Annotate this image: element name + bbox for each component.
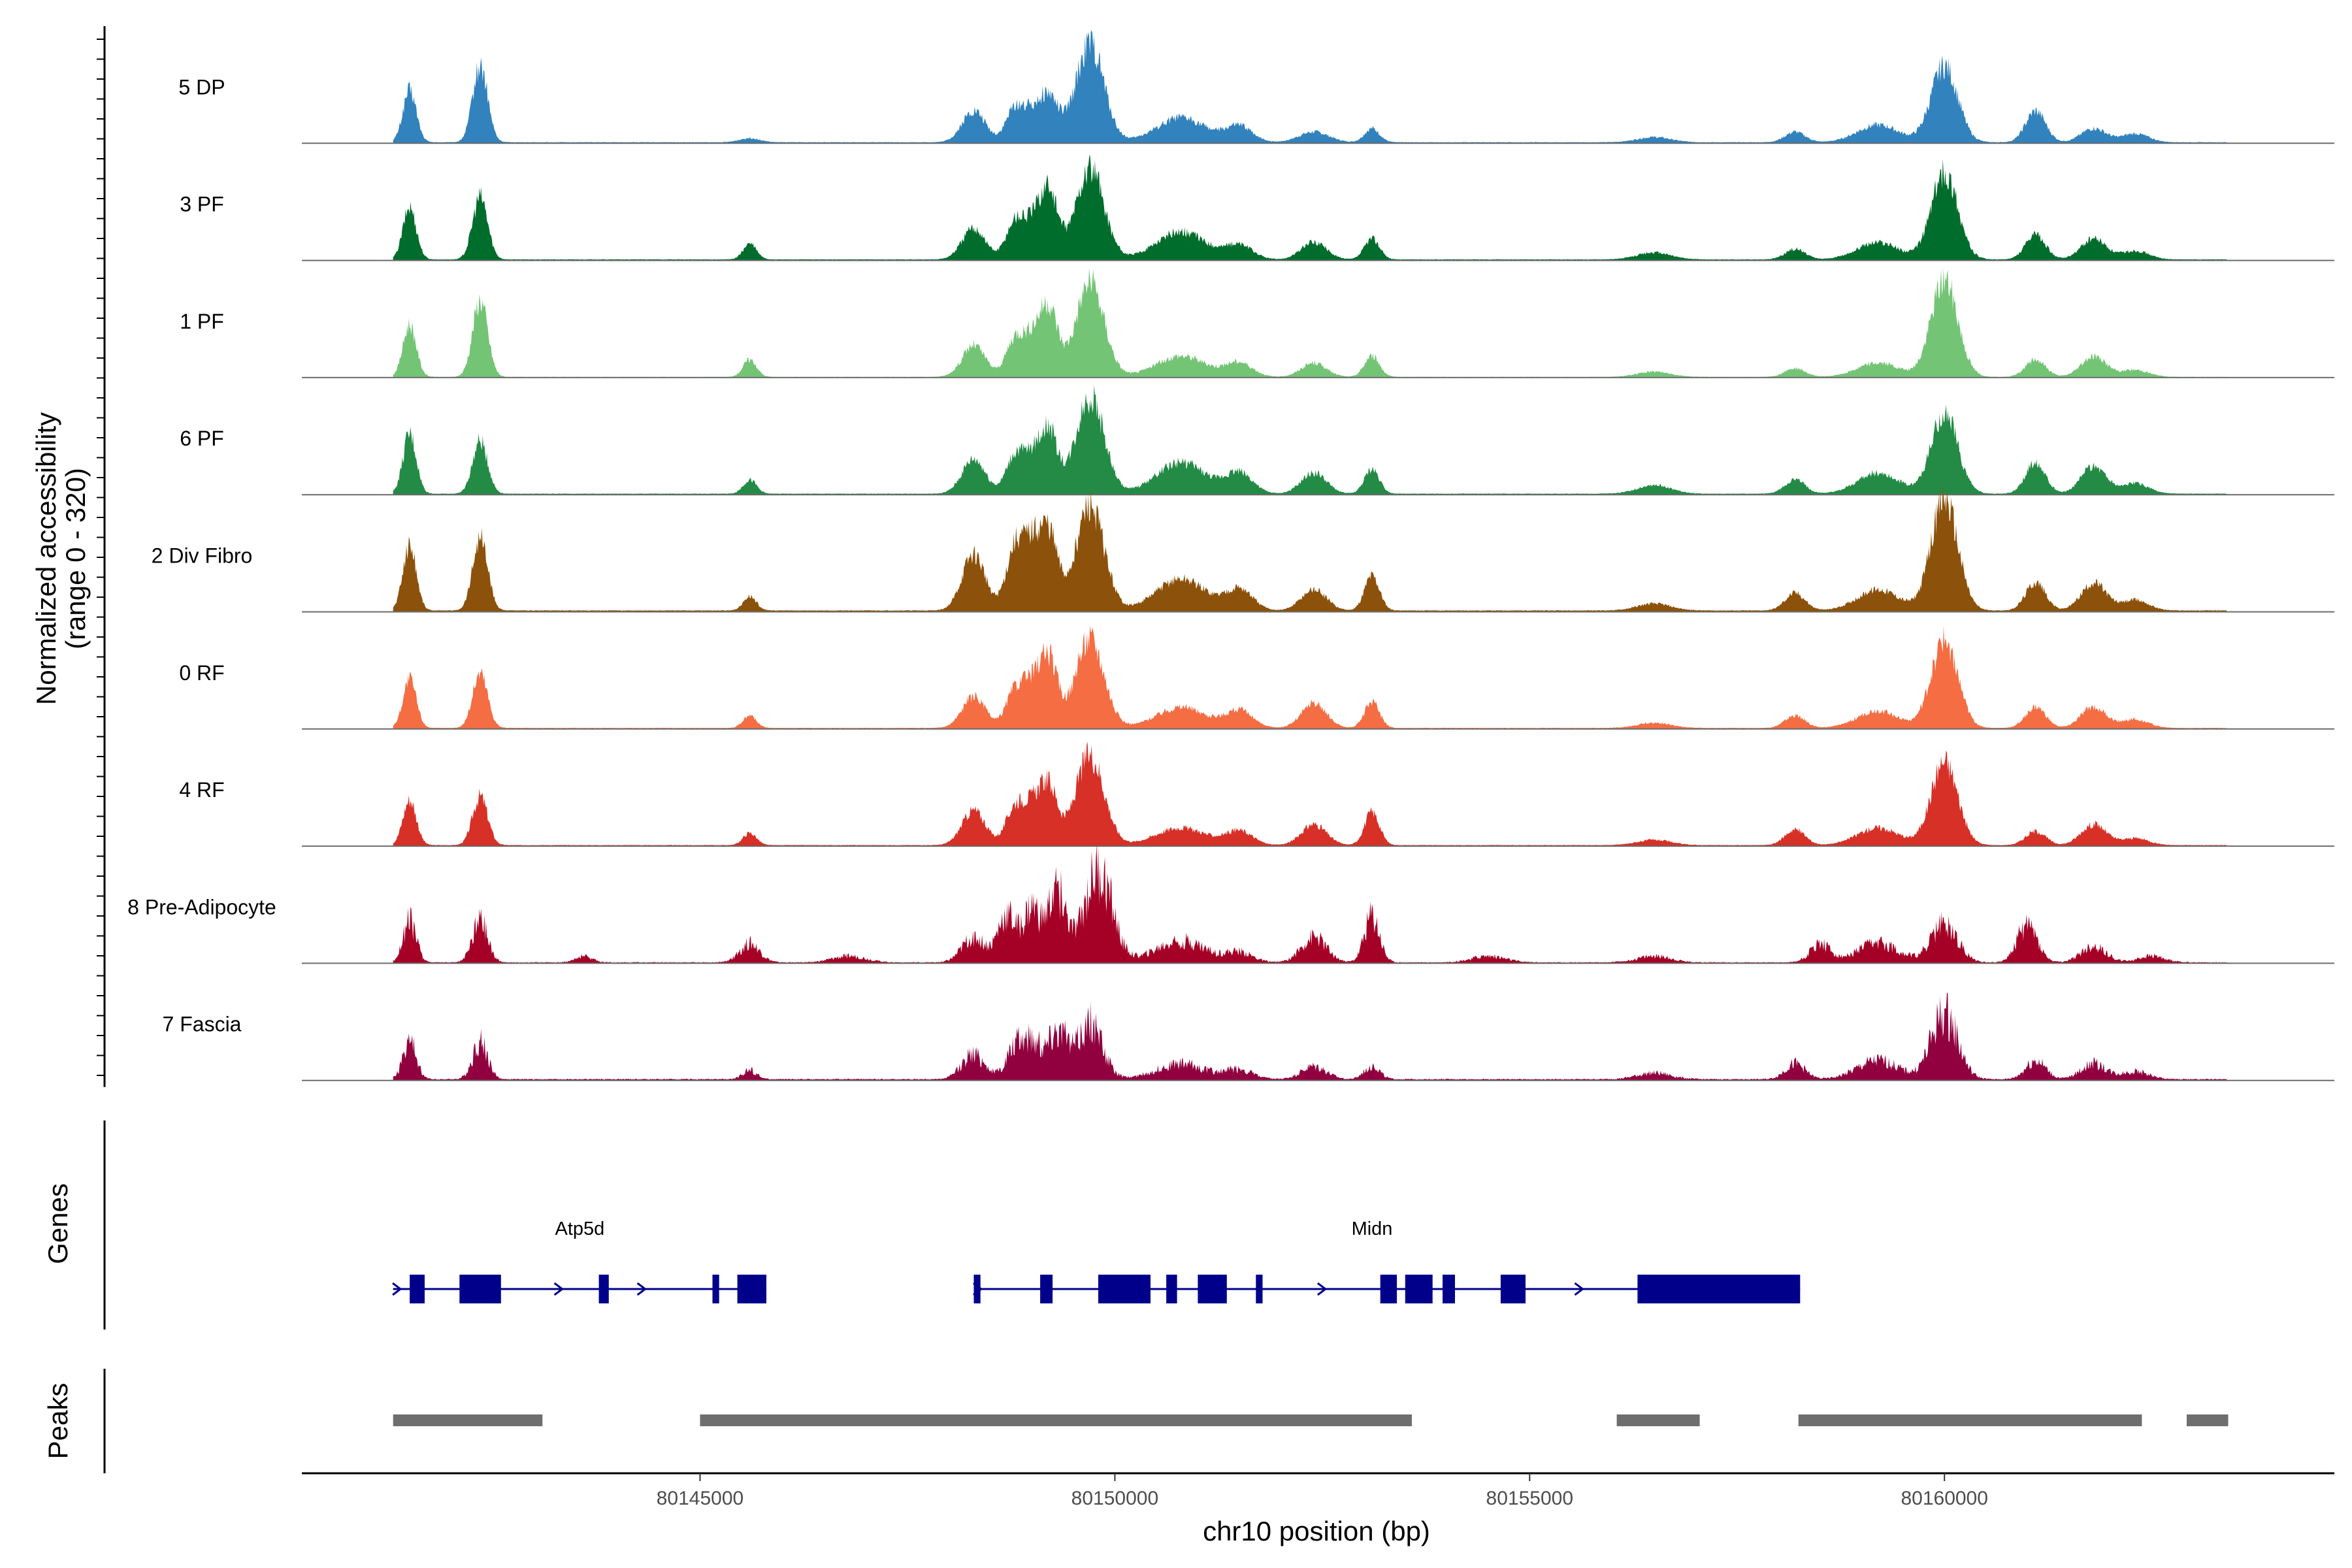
- exon: [459, 1275, 501, 1303]
- exon: [1637, 1275, 1801, 1303]
- track-3-pf: 3 PF: [180, 154, 2334, 261]
- coverage-area: [393, 385, 2227, 495]
- x-tick-label: 80150000: [1071, 1488, 1158, 1509]
- strand-arrow: [972, 1282, 983, 1296]
- exon: [1166, 1275, 1177, 1303]
- exon: [1198, 1275, 1227, 1303]
- track-label: 1 PF: [180, 310, 224, 333]
- coverage-area: [393, 843, 2227, 964]
- track-label: 8 Pre-Adipocyte: [127, 895, 276, 919]
- coverage-area: [393, 29, 2227, 144]
- genes-track: Genes Atp5d Midn: [42, 1120, 1801, 1330]
- x-axis: 80145000 80150000 80155000 80160000: [302, 1472, 2334, 1509]
- strand-arrow: [553, 1282, 564, 1296]
- strand-arrow: [636, 1282, 647, 1296]
- track-label: 2 Div Fibro: [152, 544, 253, 568]
- strand-arrow: [1574, 1282, 1584, 1296]
- y-axis: [97, 26, 106, 1087]
- track-label: 0 RF: [179, 661, 224, 685]
- coverage-area: [393, 154, 2227, 261]
- y-axis-title: Normalized accessibility: [31, 412, 61, 705]
- x-axis-title: chr10 position (bp): [1203, 1516, 1430, 1546]
- track-label: 5 DP: [178, 75, 225, 99]
- track-4-rf: 4 RF: [179, 742, 2334, 847]
- track-7-fascia: 7 Fascia: [163, 992, 2334, 1081]
- track-label: 6 PF: [180, 427, 224, 450]
- peak-region: [393, 1414, 543, 1426]
- exon: [737, 1275, 766, 1303]
- strand-arrow: [392, 1282, 402, 1296]
- peak-regions: [393, 1414, 2229, 1426]
- track-label: 4 RF: [179, 778, 224, 802]
- peaks-track: Peaks: [42, 1369, 2229, 1473]
- gene-label: Midn: [1352, 1218, 1393, 1239]
- coverage-area: [393, 742, 2227, 847]
- coverage-area: [393, 485, 2227, 612]
- exon: [1405, 1275, 1433, 1303]
- coverage-area: [393, 267, 2227, 378]
- peak-region: [700, 1414, 1412, 1426]
- x-tick-label: 80160000: [1901, 1488, 1987, 1509]
- track-label: 3 PF: [180, 193, 224, 216]
- genes-track-label: Genes: [42, 1183, 73, 1264]
- gene-models: Atp5d Midn: [392, 1218, 1801, 1303]
- gene-midn: Midn: [972, 1218, 1801, 1303]
- coverage-area: [393, 625, 2227, 729]
- peak-region: [2187, 1414, 2229, 1426]
- track-5-dp: 5 DP: [178, 29, 2334, 144]
- peak-region: [1616, 1414, 1700, 1426]
- exon: [1380, 1275, 1397, 1303]
- track-6-pf: 6 PF: [180, 385, 2334, 496]
- exon: [410, 1275, 425, 1303]
- exon: [598, 1275, 609, 1303]
- x-tick-label: 80155000: [1486, 1488, 1573, 1509]
- exon: [1500, 1275, 1526, 1303]
- exon: [1098, 1275, 1151, 1303]
- exon: [973, 1275, 981, 1303]
- peak-region: [1798, 1414, 2142, 1426]
- exon: [1256, 1275, 1263, 1303]
- gene-atp5d: Atp5d: [392, 1218, 767, 1303]
- track-label: 7 Fascia: [163, 1013, 242, 1036]
- exon: [1443, 1275, 1455, 1303]
- coverage-tracks: 5 DP 3 PF 1 PF 6 PF 2 Div Fibro 0 RF 4 RF 8 Pre…: [127, 29, 2334, 1081]
- gene-label: Atp5d: [555, 1218, 605, 1239]
- track-0-rf: 0 RF: [179, 625, 2334, 730]
- track-8-pre-adipocyte: 8 Pre-Adipocyte: [127, 843, 2334, 964]
- y-axis-range: (range 0 - 320): [60, 468, 91, 649]
- strand-arrow: [1316, 1282, 1328, 1296]
- exon: [1040, 1275, 1053, 1303]
- track-1-pf: 1 PF: [180, 267, 2334, 378]
- track-2-div-fibro: 2 Div Fibro: [152, 485, 2334, 613]
- exon: [712, 1275, 719, 1303]
- peaks-track-label: Peaks: [42, 1383, 73, 1460]
- coverage-area: [393, 992, 2227, 1081]
- x-tick-label: 80145000: [657, 1488, 743, 1509]
